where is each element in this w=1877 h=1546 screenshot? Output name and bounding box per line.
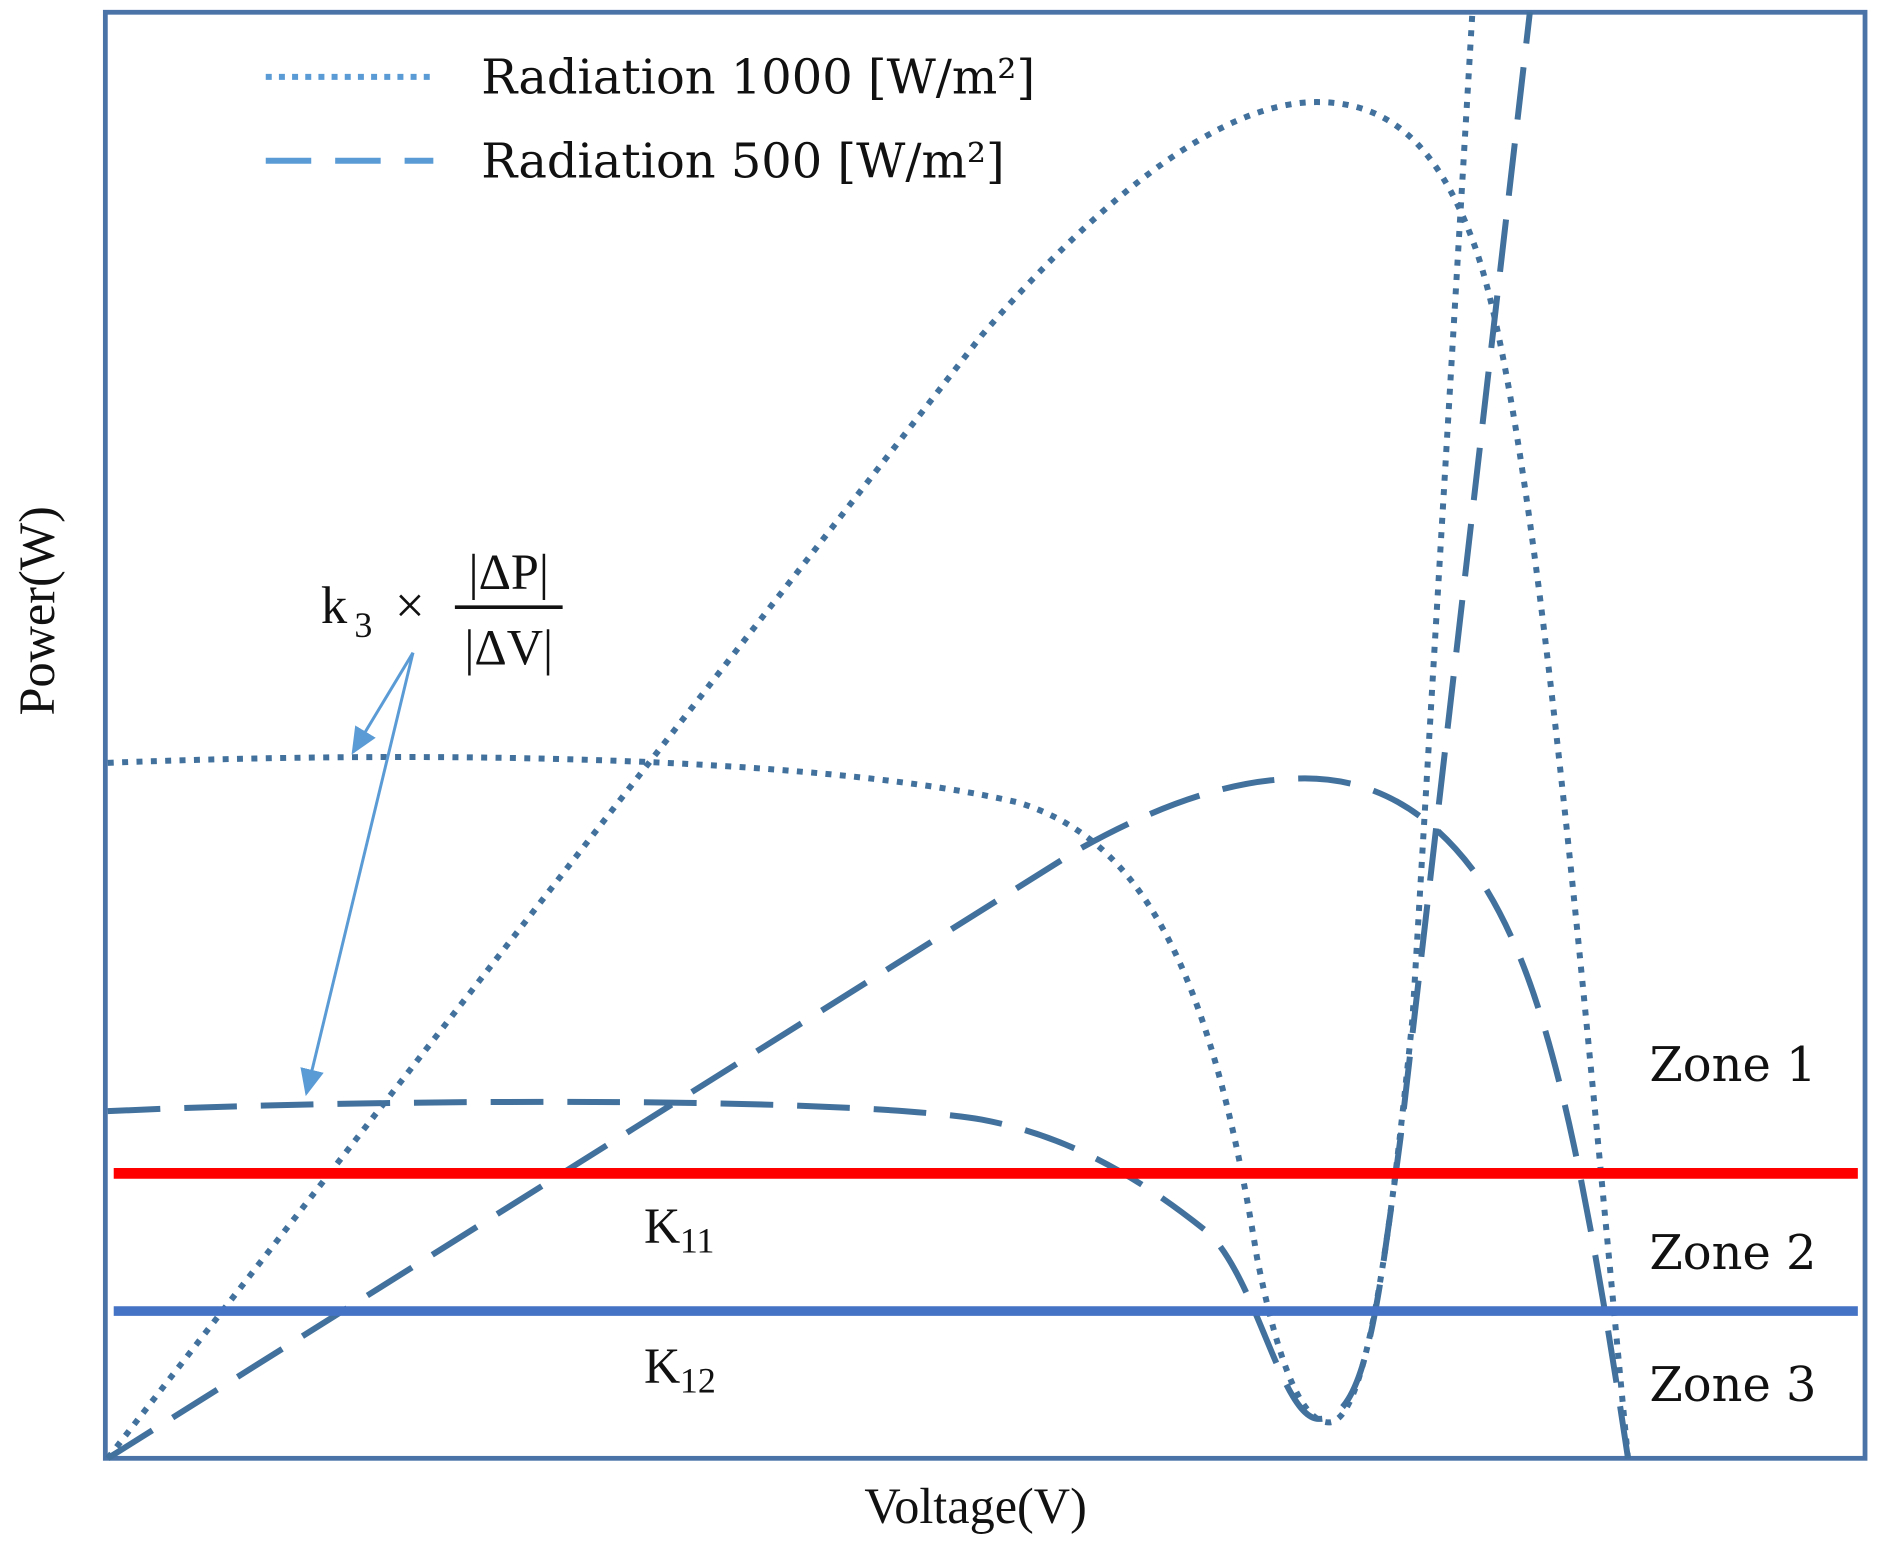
- zone-label: Zone 1: [1650, 1038, 1817, 1093]
- threshold-label: K: [644, 1338, 680, 1394]
- threshold-sub: 11: [680, 1220, 715, 1260]
- zone-label: Zone 2: [1650, 1226, 1817, 1281]
- legend-label: Radiation 1000 [W/m²]: [481, 51, 1035, 106]
- derivative-1000: [107, 12, 1476, 1426]
- annotation-numerator: |ΔP|: [469, 544, 549, 600]
- derivative-500: [107, 11, 1533, 1422]
- frame: [102, 9, 1868, 1461]
- pv-curve-500: [106, 775, 1631, 1461]
- y-axis-label: Power(W): [9, 506, 65, 715]
- legend-label: Radiation 500 [W/m²]: [481, 134, 1005, 189]
- annotation-k: k: [321, 577, 348, 635]
- arrow: [300, 652, 415, 1097]
- x-axis-label: Voltage(V): [864, 1478, 1086, 1534]
- arrow: [351, 651, 415, 755]
- pv-curve-1000: [105, 99, 1631, 1461]
- annotation-times: ×: [395, 577, 425, 635]
- annotation-denominator: |ΔV|: [464, 620, 553, 676]
- zone-label: Zone 3: [1650, 1358, 1817, 1413]
- threshold-label: K: [644, 1198, 680, 1254]
- threshold-sub: 12: [680, 1360, 716, 1400]
- annotation-k-sub: 3: [354, 605, 372, 645]
